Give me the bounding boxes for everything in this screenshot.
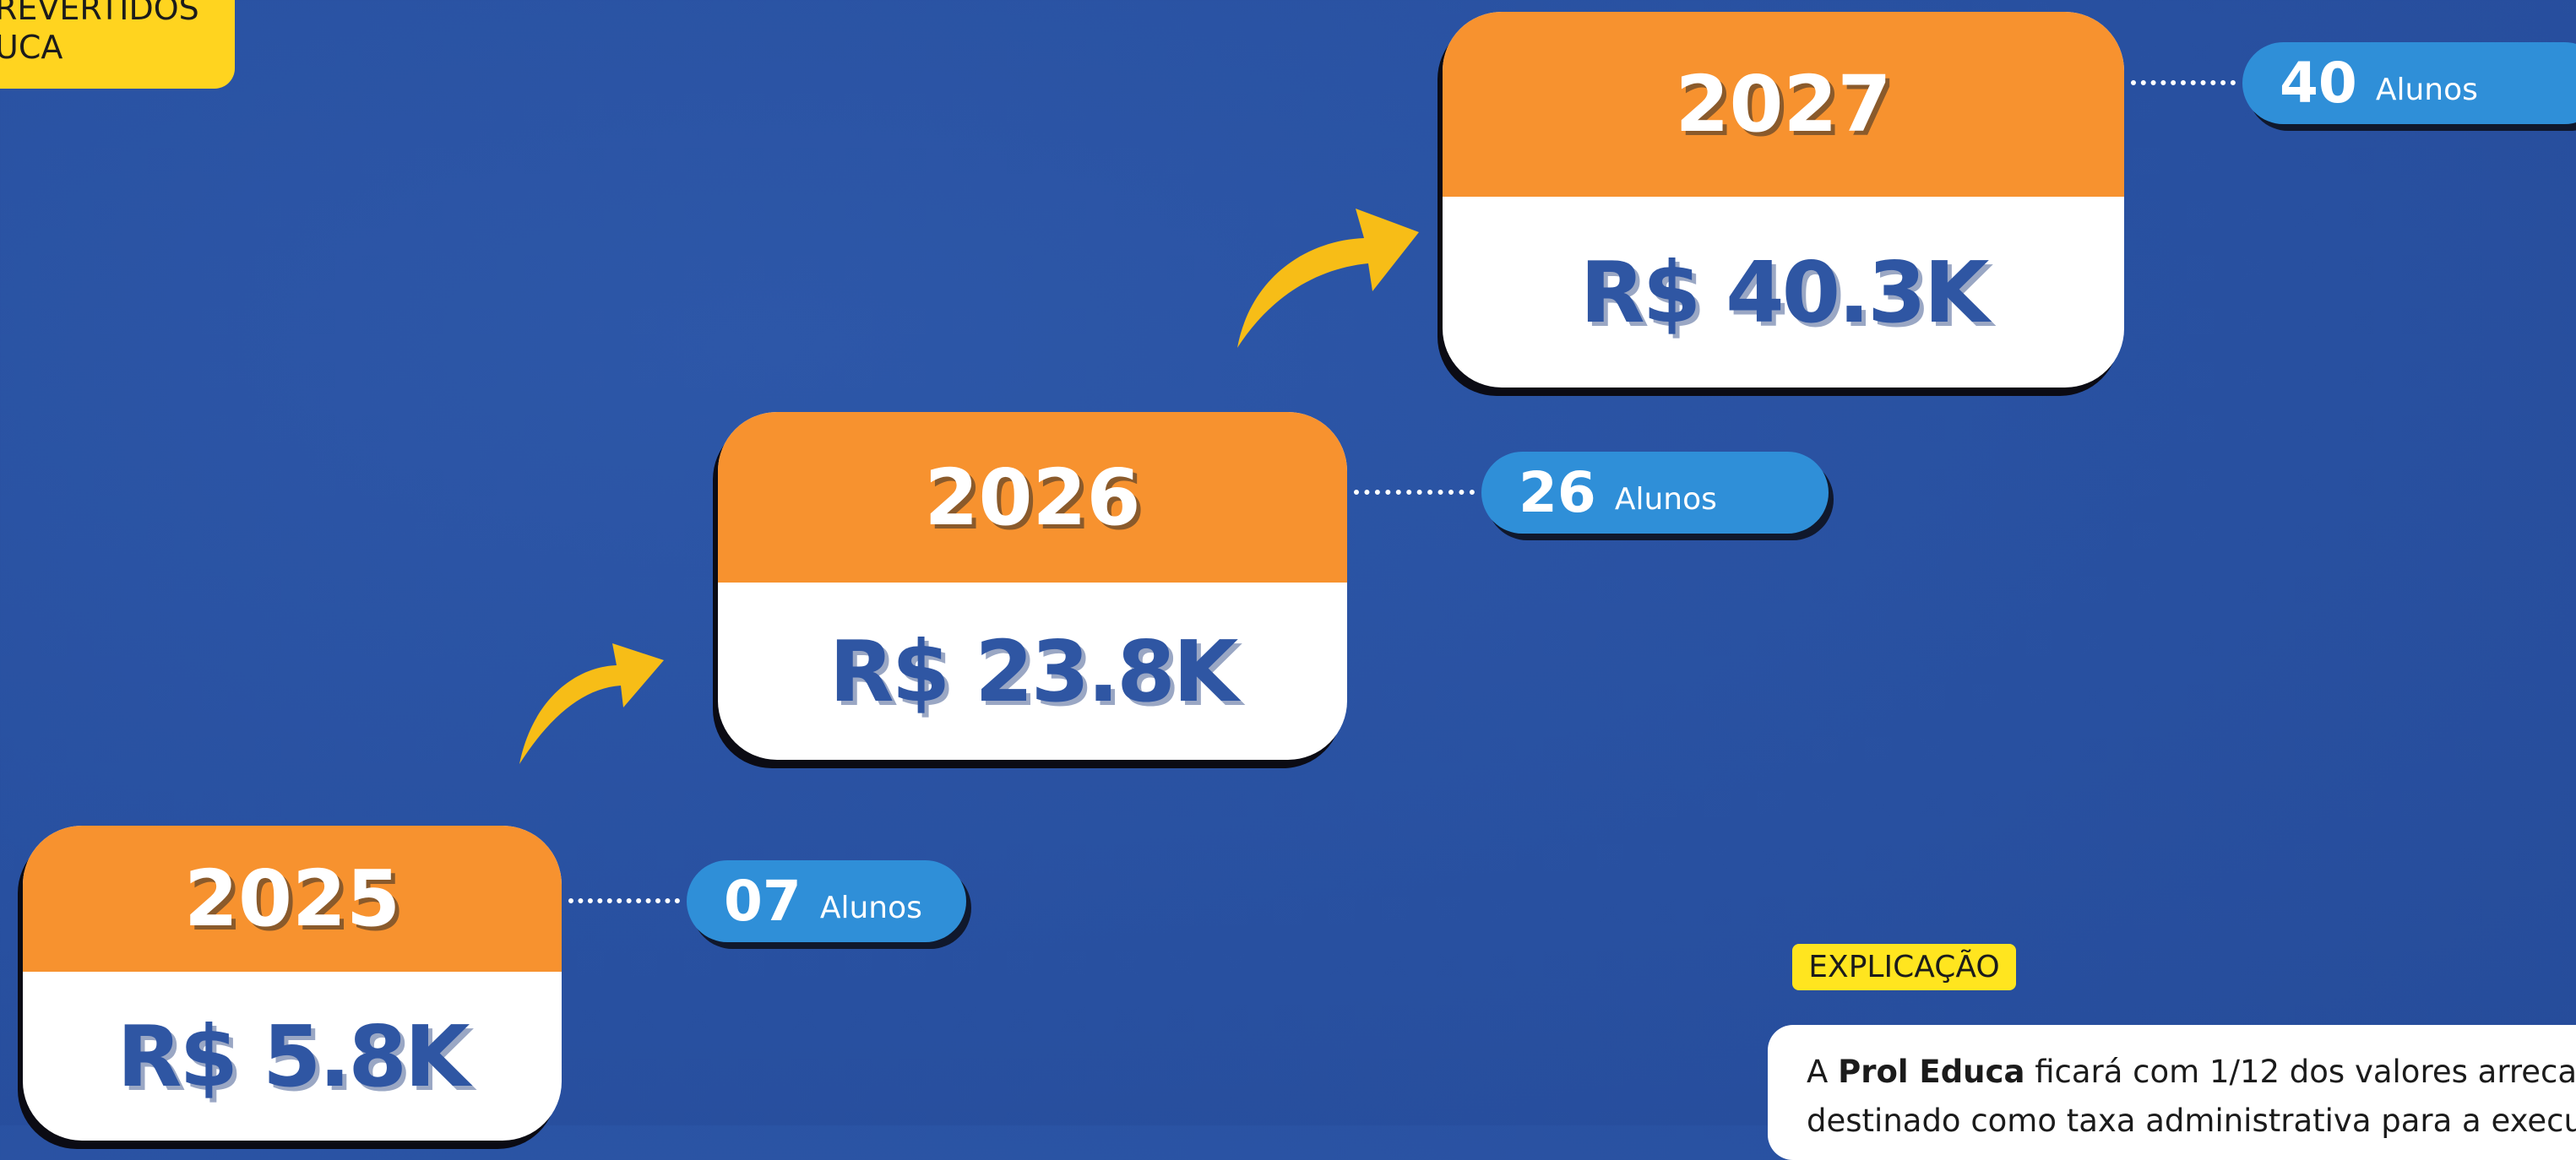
explanation-tag: EXPLICAÇÃO: [1792, 944, 2016, 990]
amount: R$ 5.8K: [117, 1006, 470, 1106]
header-line: REVERTIDOS: [0, 0, 199, 27]
students-pill: 26 Alunos: [1481, 452, 1829, 534]
arrows: [519, 209, 1419, 764]
students-count: 26: [1519, 460, 1596, 525]
explanation-line: destinado como taxa administrativa para …: [1807, 1103, 2576, 1139]
arrow: [519, 643, 664, 764]
text-segment: A: [1807, 1054, 1839, 1090]
students-count: 07: [724, 869, 802, 934]
connector: [2131, 80, 2236, 85]
text-segment: Prol Educa: [1838, 1054, 2025, 1090]
students-pill: 07 Alunos: [687, 860, 966, 942]
students-pill: 40 Alunos: [2242, 42, 2576, 124]
year-card: 2027 R$ 40.3K: [1443, 12, 2124, 388]
header-badge: REVERTIDOS UCA: [0, 0, 235, 89]
year: 2025: [23, 826, 562, 972]
year: 2027: [1443, 12, 2124, 197]
students-unit: Alunos: [2375, 73, 2478, 107]
amount: R$ 23.8K: [829, 621, 1239, 721]
students-unit: Alunos: [1614, 482, 1717, 517]
year-card: 2025 R$ 5.8K: [23, 826, 562, 1141]
connector: [568, 898, 680, 903]
explanation-box: A Prol Educa ficará com 1/12 dos valores…: [1768, 1025, 2576, 1160]
students-unit: Alunos: [819, 891, 922, 925]
header-line: UCA: [0, 29, 63, 66]
year-card: 2026 R$ 23.8K: [718, 412, 1347, 760]
year: 2026: [718, 412, 1347, 583]
amount: R$ 40.3K: [1579, 242, 1990, 342]
connector: [1354, 490, 1475, 495]
students-count: 40: [2280, 51, 2357, 116]
text-segment: ficará com 1/12 dos valores arrecadados: [2035, 1054, 2576, 1090]
arrow: [1237, 209, 1419, 348]
explanation-line: A Prol Educa ficará com 1/12 dos valores…: [1807, 1054, 2576, 1090]
